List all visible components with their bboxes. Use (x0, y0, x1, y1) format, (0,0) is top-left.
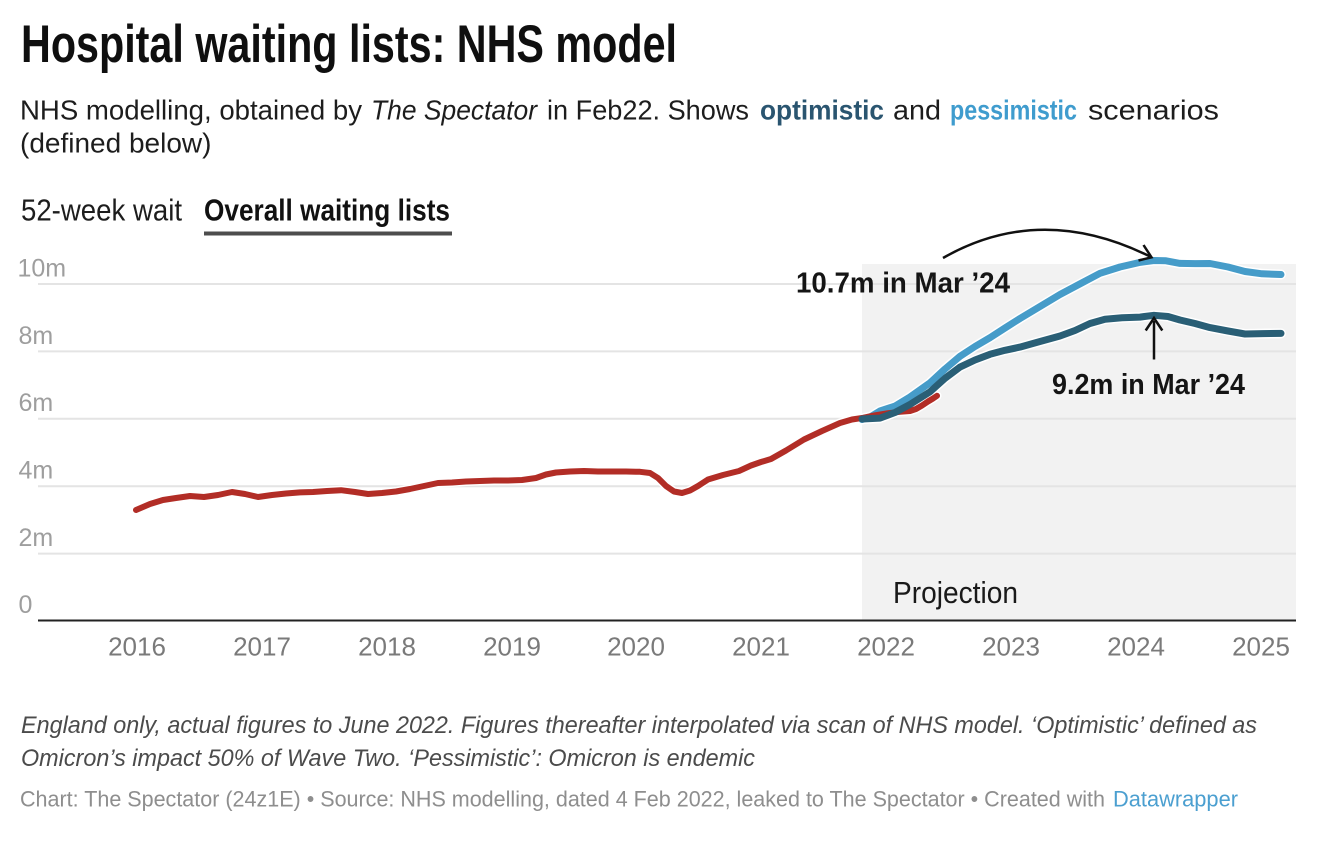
svg-text:2023: 2023 (982, 632, 1040, 662)
svg-text:2020: 2020 (607, 632, 665, 662)
svg-text:0: 0 (19, 591, 33, 619)
svg-text:4m: 4m (19, 457, 54, 485)
svg-text:Hospital waiting lists: NHS mo: Hospital waiting lists: NHS model (21, 15, 677, 74)
svg-text:2022: 2022 (857, 632, 915, 662)
svg-text:Omicron’s impact 50% of Wave T: Omicron’s impact 50% of Wave Two. ‘Pessi… (21, 745, 755, 772)
svg-text:2016: 2016 (108, 632, 166, 662)
svg-text:(defined below): (defined below) (20, 128, 211, 159)
svg-text:10m: 10m (18, 255, 67, 283)
svg-text:6m: 6m (19, 389, 54, 417)
svg-text:2017: 2017 (233, 632, 291, 662)
svg-text:2m: 2m (19, 524, 54, 552)
svg-text:Chart: The Spectator (24z1E) •: Chart: The Spectator (24z1E) • Source: N… (20, 787, 1238, 812)
svg-text:2025: 2025 (1232, 632, 1290, 662)
svg-text:Overall waiting lists: Overall waiting lists (204, 194, 450, 228)
svg-text:2024: 2024 (1107, 632, 1165, 662)
svg-text:2018: 2018 (358, 632, 416, 662)
svg-text:2019: 2019 (483, 632, 541, 662)
svg-text:10.7m in Mar ’24: 10.7m in Mar ’24 (796, 268, 1010, 300)
svg-text:England only, actual figures t: England only, actual figures to June 202… (21, 712, 1257, 739)
svg-text:8m: 8m (19, 322, 54, 350)
svg-text:2021: 2021 (732, 632, 790, 662)
svg-text:Projection: Projection (893, 575, 1018, 610)
svg-text:9.2m in Mar ’24: 9.2m in Mar ’24 (1052, 369, 1245, 401)
svg-text:52-week wait: 52-week wait (21, 194, 182, 228)
